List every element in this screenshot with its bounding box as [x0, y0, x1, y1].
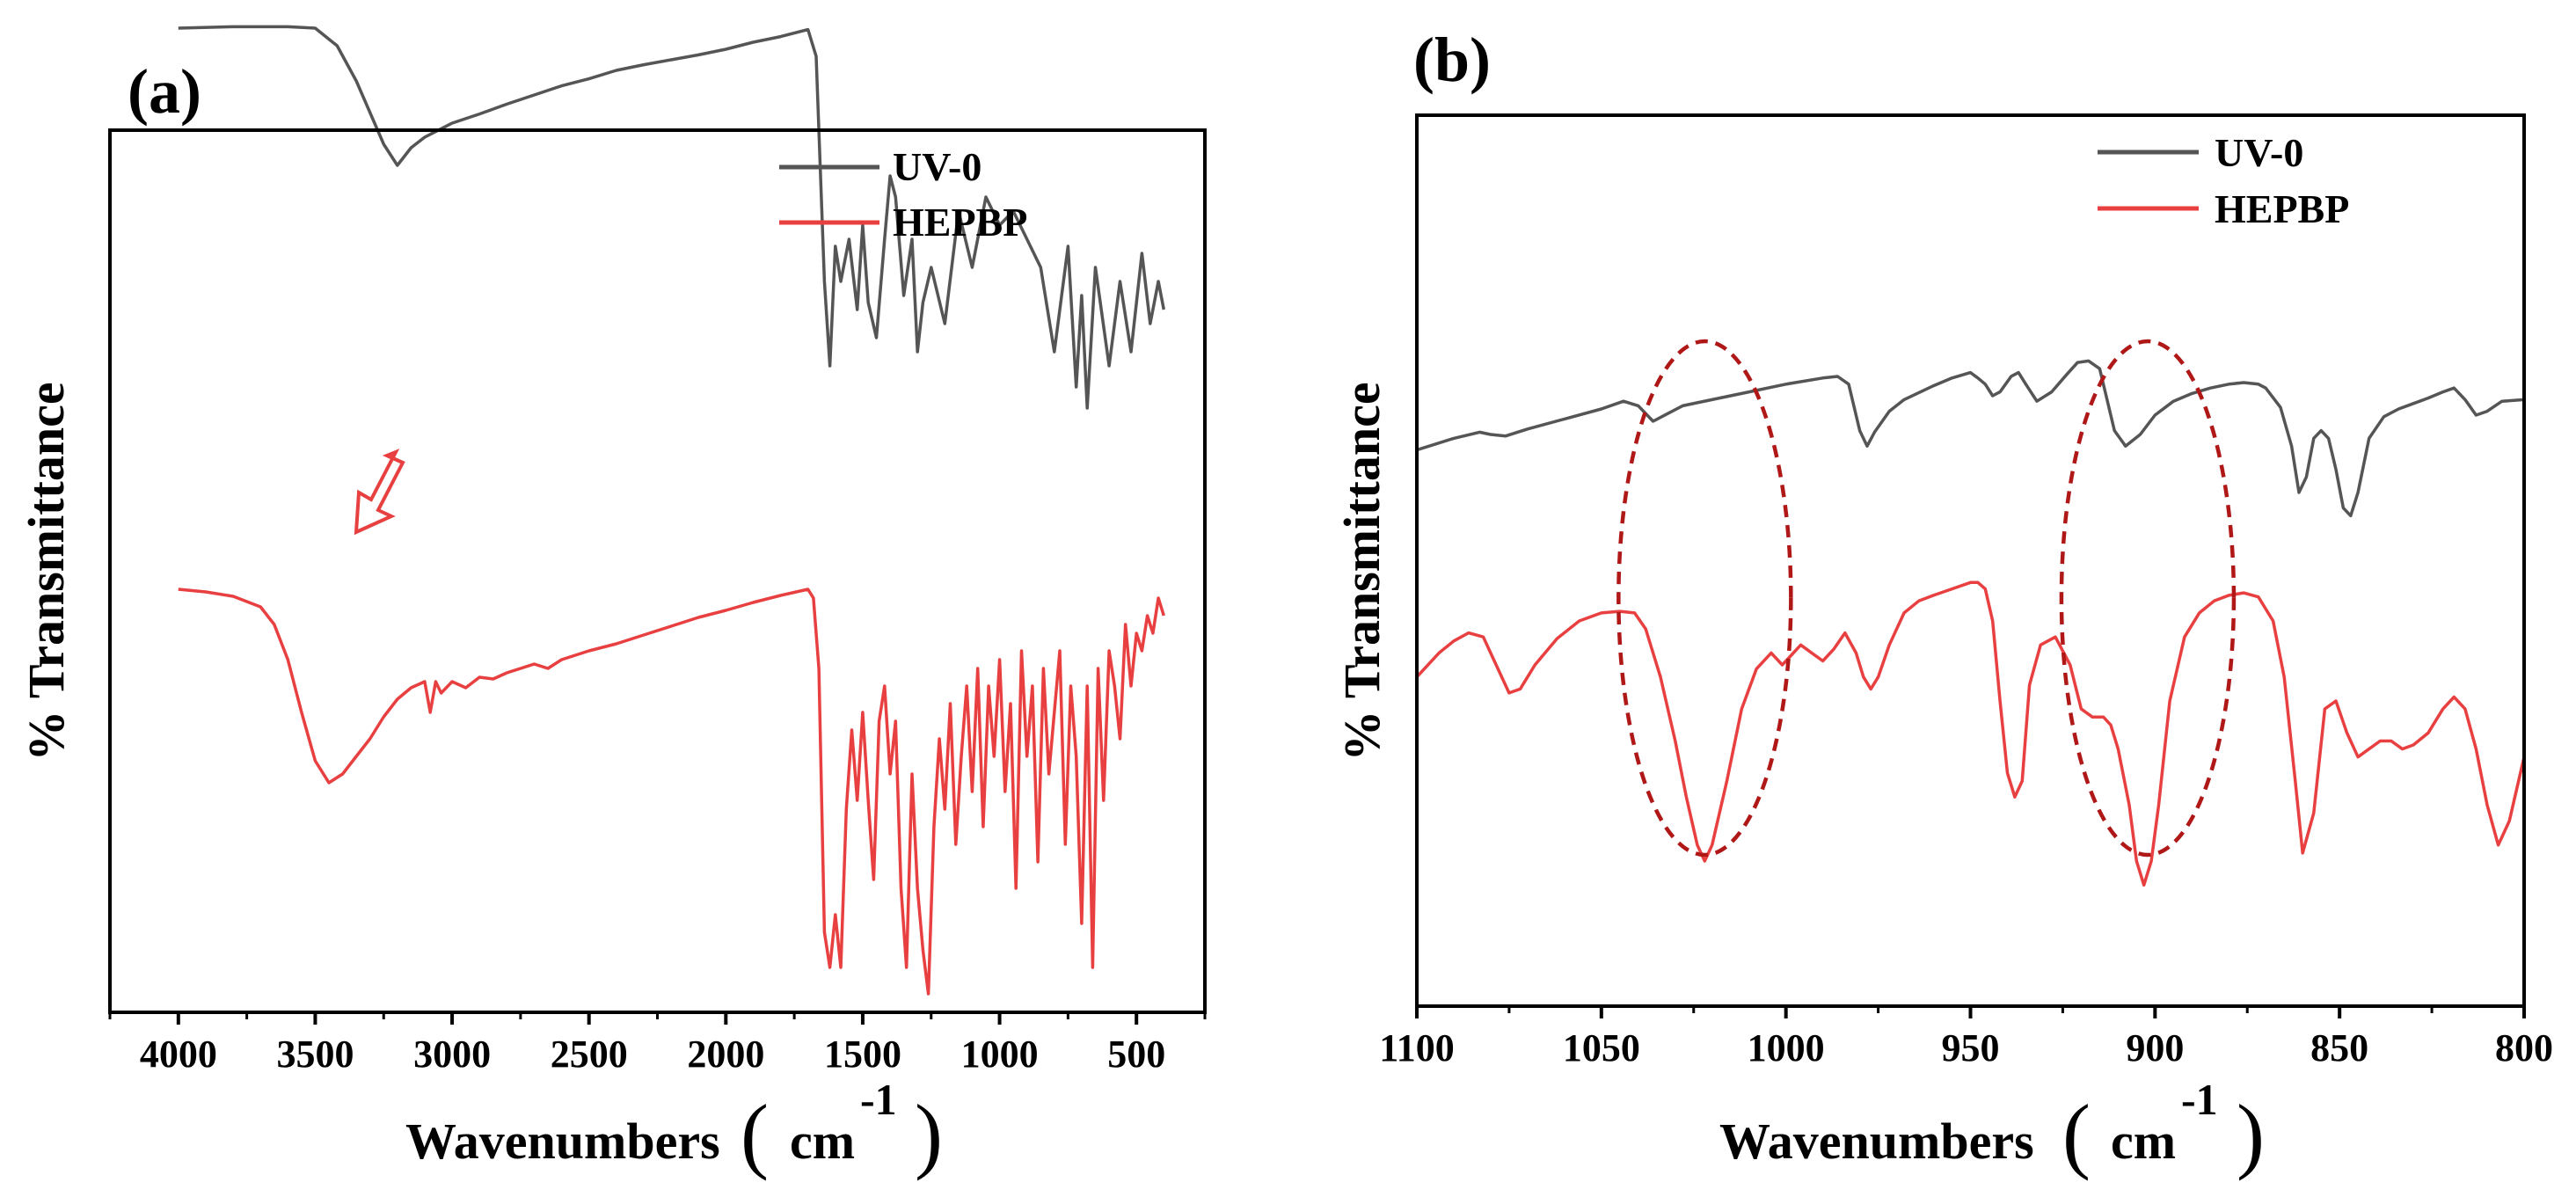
- highlight-ellipse-2: [2059, 339, 2237, 858]
- panel-a-x-axis-unit-exponent: -1: [860, 1075, 897, 1124]
- panel-a-x-tick-label: 2000: [687, 1033, 764, 1076]
- panel-a-x-tick-label: 1500: [824, 1033, 901, 1076]
- panel-a-x-axis-unit-close: ): [915, 1087, 943, 1181]
- panel-a-legend-label-hepbp: HEPBP: [893, 200, 1027, 245]
- panel-b-x-tick-label: 950: [1942, 1026, 2000, 1069]
- panel-b-y-axis-title: % Transmittance: [1333, 382, 1390, 761]
- panel-a-plot-area: [178, 25, 1166, 996]
- panel-b-x-axis-title: Wavenumbers: [1719, 1113, 2034, 1170]
- panel-b-legend-label-uv0: UV-0: [2215, 130, 2303, 175]
- panel-a-x-tick-label: 500: [1107, 1033, 1165, 1076]
- panel-label-a: (a): [128, 56, 201, 127]
- panel-b-x-tick-label: 850: [2310, 1026, 2368, 1069]
- panel-a-x-tick-label: 1000: [961, 1033, 1039, 1076]
- panel-a-x-axis-unit: cm: [790, 1113, 855, 1170]
- panel-a: (a) 4000 3500 3000 2500 2000 1500 1000 500 Wave…: [18, 25, 1207, 1181]
- panel-b-series-hepbp: [1415, 580, 2526, 887]
- panel-a-axes-frame: [108, 128, 1207, 1014]
- panel-a-legend-label-uv0: UV-0: [893, 144, 982, 189]
- panel-a-x-tick-label: 3500: [276, 1033, 354, 1076]
- panel-b-x-tick-label: 1100: [1379, 1026, 1455, 1069]
- panel-a-series-hepbp: [178, 588, 1165, 996]
- shift-arrow-icon: [354, 449, 405, 536]
- panel-a-x-tick-label: 4000: [140, 1033, 217, 1076]
- panel-b-legend-label-hepbp: HEPBP: [2215, 186, 2349, 231]
- panel-b-x-axis-unit-close: ): [2237, 1087, 2265, 1181]
- panel-a-x-axis-title: Wavenumbers: [405, 1113, 720, 1170]
- panel-b-x-tick-label: 800: [2495, 1026, 2553, 1069]
- panel-b-highlight-ellipses: [1616, 339, 2237, 858]
- panel-a-x-tick-label: 2500: [551, 1033, 628, 1076]
- panel-b-x-tick-label: 1050: [1563, 1026, 1640, 1069]
- highlight-ellipse-1: [1616, 339, 1793, 858]
- panel-b-x-tick-label: 1000: [1748, 1026, 1825, 1069]
- panel-b-x-axis-unit: cm: [2111, 1113, 2176, 1170]
- panel-a-legend: UV-0 HEPBP: [779, 144, 1027, 245]
- panel-b-plot-area: [1415, 359, 2526, 887]
- panel-a-x-tick-label: 3000: [413, 1033, 491, 1076]
- panel-b-axes-frame: [1415, 113, 2526, 1008]
- panel-label-b: (b): [1413, 25, 1491, 95]
- panel-b-x-tick-label: 900: [2126, 1026, 2184, 1069]
- panel-a-y-axis-title: % Transmittance: [18, 382, 75, 761]
- panel-a-x-ticks: 4000 3500 3000 2500 2000 1500 1000 500: [108, 1012, 1207, 1076]
- panel-b: (b) 1100 1050 1000 950 900 850 800 Wavenumbers…: [1333, 25, 2553, 1181]
- panel-b-series-uv-0: [1416, 359, 2525, 518]
- panel-a-x-axis-unit-open: (: [741, 1087, 769, 1181]
- panel-b-x-axis-unit-exponent: -1: [2181, 1075, 2218, 1124]
- panel-b-legend: UV-0 HEPBP: [2098, 130, 2349, 231]
- panel-b-x-ticks: 1100 1050 1000 950 900 850 800: [1379, 1006, 2553, 1069]
- panel-b-x-axis-unit-open: (: [2062, 1087, 2091, 1181]
